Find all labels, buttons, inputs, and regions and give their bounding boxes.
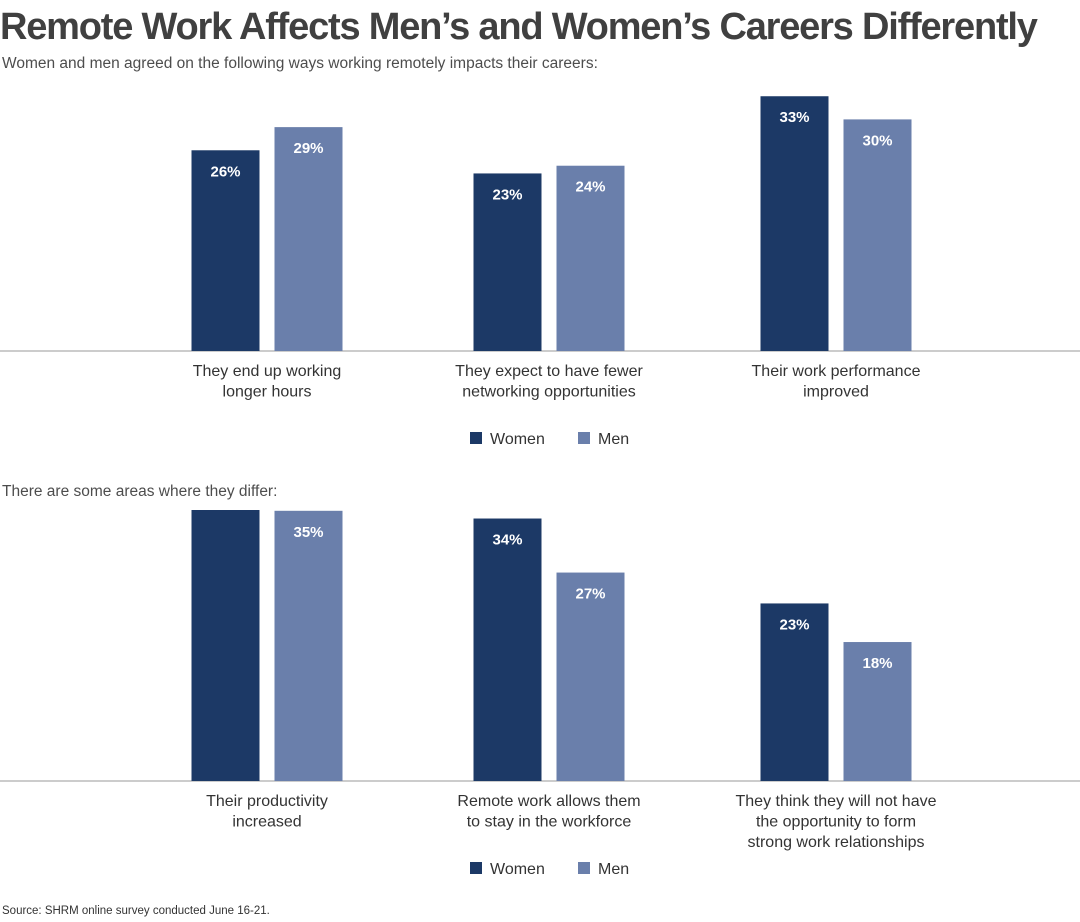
- bottom-category-label-3-line-2: the opportunity to form: [756, 814, 916, 831]
- top-legend-label-women: Women: [490, 431, 545, 448]
- top-bar-label-men-1: 29%: [293, 140, 323, 157]
- top-category-label-1-line-2: longer hours: [223, 384, 312, 401]
- bottom-bar-label-women-3: 23%: [779, 616, 809, 633]
- bottom-bar-women-1: [191, 510, 260, 781]
- top-bar-men-2: [556, 165, 625, 351]
- top-bar-women-2: [473, 173, 542, 351]
- top-bar-label-men-2: 24%: [575, 179, 605, 196]
- bottom-legend-swatch-men: [578, 862, 590, 874]
- top-chart-subtitle: Women and men agreed on the following wa…: [2, 55, 598, 72]
- bottom-category-label-2-line-1: Remote work allows them: [457, 793, 640, 810]
- bottom-bar-label-men-2: 27%: [575, 586, 605, 603]
- top-legend-swatch-men: [578, 432, 590, 444]
- top-category-label-3-line-1: Their work performance: [752, 363, 921, 380]
- bottom-bar-chart: 40%35%Their productivityincreased34%27%R…: [0, 510, 1080, 878]
- bottom-legend-label-women: Women: [490, 861, 545, 878]
- bottom-category-label-1-line-1: Their productivity: [206, 793, 328, 810]
- top-bar-women-3: [760, 96, 829, 352]
- bottom-category-label-3-line-3: strong work relationships: [748, 834, 925, 851]
- source-note: Source: SHRM online survey conducted Jun…: [2, 905, 270, 917]
- bottom-bar-men-1: [274, 510, 343, 781]
- bottom-bar-women-3: [760, 603, 829, 781]
- bottom-bar-men-2: [556, 572, 625, 781]
- top-category-label-2-line-1: They expect to have fewer: [455, 363, 643, 380]
- top-category-label-1-line-1: They end up working: [193, 363, 342, 380]
- bottom-bar-label-men-3: 18%: [862, 655, 892, 672]
- bottom-bar-women-2: [473, 518, 542, 781]
- bottom-bar-label-men-1: 35%: [293, 524, 323, 541]
- bottom-chart-subtitle: There are some areas where they differ:: [2, 483, 278, 500]
- top-legend-label-men: Men: [598, 431, 629, 448]
- chart-title: Remote Work Affects Men’s and Women’s Ca…: [0, 6, 1038, 48]
- top-bar-chart: 26% 29% They end up working longer hours 23%…: [0, 96, 1080, 448]
- top-category-label-3-line-2: improved: [803, 384, 869, 401]
- bottom-legend-label-men: Men: [598, 861, 629, 878]
- bottom-category-label-2-line-2: to stay in the workforce: [467, 814, 632, 831]
- top-bar-label-women-3: 33%: [779, 109, 809, 126]
- bottom-bar-label-women-2: 34%: [492, 532, 522, 549]
- top-bar-men-3: [843, 119, 912, 352]
- bottom-category-label-3-line-1: They think they will not have: [736, 793, 937, 810]
- top-bar-label-women-1: 26%: [210, 163, 240, 180]
- top-bar-men-1: [274, 127, 343, 351]
- bottom-category-label-1-line-2: increased: [232, 814, 301, 831]
- bottom-legend-swatch-women: [470, 862, 482, 874]
- top-legend-swatch-women: [470, 432, 482, 444]
- top-bar-label-men-3: 30%: [862, 132, 892, 149]
- top-bar-women-1: [191, 150, 260, 351]
- bottom-bar-men-3: [843, 642, 912, 781]
- top-category-label-2-line-2: networking opportunities: [462, 384, 635, 401]
- top-bar-label-women-2: 23%: [492, 186, 522, 203]
